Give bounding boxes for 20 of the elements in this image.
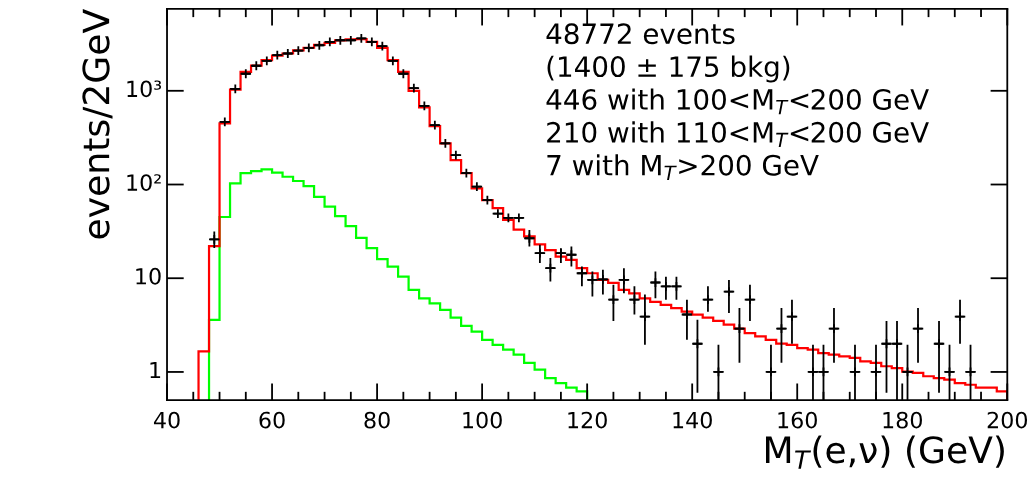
- annotation: (1400 ± 175 bkg): [547, 55, 790, 83]
- annotation: 48772 events: [546, 23, 735, 45]
- annotation: 7 with M$_{T}$>200 GeV: [547, 154, 819, 180]
- x-tick-label: 80: [364, 411, 390, 429]
- annotation: 210 with 110<M$_{T}$<200 GeV: [547, 121, 929, 148]
- annotation: 446 with 100<M$_{T}$<200 GeV: [546, 88, 929, 115]
- x-tick-label: 180: [883, 411, 922, 429]
- x-tick-label: 160: [778, 411, 817, 429]
- x-tick-label: 200: [987, 411, 1028, 429]
- y-tick-label: 10³: [127, 80, 162, 98]
- y-axis-title: events/2GeV: [82, 9, 113, 239]
- x-tick-label: 140: [673, 411, 712, 429]
- y-tick-label: 10: [136, 267, 161, 285]
- x-axis-title: M$_{T}$(e,ν) (GeV): [766, 435, 1004, 469]
- y-tick-label: 10²: [127, 174, 161, 191]
- x-tick-label: 100: [463, 411, 502, 429]
- x-tick-label: 40: [153, 411, 180, 429]
- x-tick-label: 60: [259, 411, 285, 429]
- x-tick-label: 120: [568, 411, 607, 429]
- y-tick-label: 1: [150, 361, 161, 379]
